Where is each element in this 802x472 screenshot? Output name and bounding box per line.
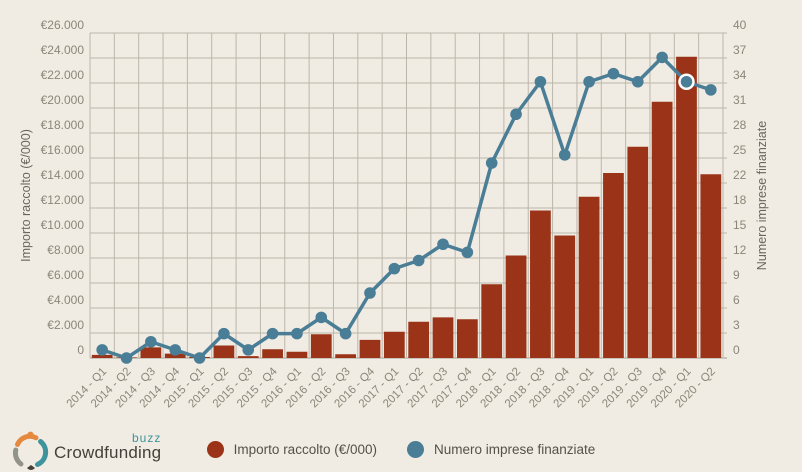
left-axis-tick-label: €26.000 bbox=[41, 18, 85, 32]
line-point[interactable] bbox=[607, 67, 620, 80]
logo-buzz-label: buzz bbox=[132, 431, 162, 445]
combo-chart: €26.000 40 €24.000 37 €22.000 34 €20.000 31 €18.… bbox=[19, 18, 769, 410]
left-axis-tick-label: €22.000 bbox=[41, 68, 85, 82]
chart-canvas: €26.000 40 €24.000 37 €22.000 34 €20.000 31 €18.… bbox=[19, 18, 769, 410]
chart-legend: Importo raccolto (€/000) Numero imprese … bbox=[0, 426, 802, 472]
left-axis-tick-label: €6.000 bbox=[47, 268, 84, 282]
right-axis-tick-label: 3 bbox=[733, 318, 740, 332]
line-point[interactable] bbox=[510, 108, 522, 121]
right-axis-tick-label: 15 bbox=[733, 218, 747, 232]
right-axis-tick-label: 18 bbox=[733, 193, 747, 207]
line-point[interactable] bbox=[631, 75, 644, 88]
line-point[interactable] bbox=[583, 75, 595, 88]
bar-2016-Q2[interactable] bbox=[310, 334, 332, 358]
bar-2018-Q4[interactable] bbox=[554, 235, 576, 359]
line-point[interactable] bbox=[437, 238, 449, 251]
legend-label-importo: Importo raccolto (€/000) bbox=[233, 441, 377, 457]
legend-item-numero[interactable]: Numero imprese finanziate bbox=[406, 440, 596, 458]
line-point[interactable] bbox=[364, 287, 376, 299]
line-series-marker-icon bbox=[406, 440, 424, 458]
bar-2019-Q4[interactable] bbox=[651, 101, 673, 358]
line-point[interactable] bbox=[558, 149, 571, 161]
line-point[interactable] bbox=[656, 51, 668, 64]
right-axis-tick-label: 9 bbox=[733, 268, 740, 282]
line-point[interactable] bbox=[388, 262, 401, 275]
line-point[interactable] bbox=[534, 75, 547, 88]
line-point[interactable] bbox=[266, 327, 279, 340]
line-point[interactable] bbox=[315, 311, 328, 324]
left-axis-tick-label: €14.000 bbox=[41, 168, 85, 182]
left-axis-tick-label: €18.000 bbox=[41, 118, 85, 132]
line-point[interactable] bbox=[169, 344, 182, 356]
line-point[interactable] bbox=[96, 344, 108, 356]
left-axis-tick-label: 0 bbox=[77, 343, 84, 357]
logo-icon bbox=[12, 431, 49, 470]
left-axis-tick-label: €16.000 bbox=[41, 143, 85, 157]
bar-2018-Q3[interactable] bbox=[530, 210, 551, 359]
line-point[interactable] bbox=[145, 335, 157, 348]
line-point[interactable] bbox=[291, 327, 303, 340]
bar-2018-Q2[interactable] bbox=[505, 255, 527, 359]
right-axis-tick-label: 6 bbox=[733, 293, 740, 307]
bar-2020-Q2[interactable] bbox=[700, 174, 722, 358]
right-axis-tick-label: 34 bbox=[733, 68, 747, 82]
line-point[interactable] bbox=[242, 344, 255, 356]
bar-series-marker-icon bbox=[206, 440, 224, 458]
footer: Crowdfunding buzz Importo raccolto (€/00… bbox=[0, 426, 802, 472]
right-axis-tick-label: 25 bbox=[733, 143, 747, 157]
right-axis-tick-label: 0 bbox=[733, 343, 740, 357]
left-axis-tick-label: €10.000 bbox=[41, 218, 85, 232]
bar-2020-Q1[interactable] bbox=[676, 56, 697, 358]
line-point[interactable] bbox=[339, 327, 352, 340]
right-axis-tick-label: 40 bbox=[733, 18, 747, 32]
bar-2015-Q4[interactable] bbox=[262, 349, 283, 358]
line-point[interactable] bbox=[705, 84, 717, 96]
legend-item-importo[interactable]: Importo raccolto (€/000) bbox=[206, 440, 377, 458]
left-axis-tick-label: €4.000 bbox=[47, 293, 84, 307]
bar-2016-Q3[interactable] bbox=[335, 354, 357, 358]
left-axis-tick-label: €12.000 bbox=[41, 193, 85, 207]
bar-2017-Q3[interactable] bbox=[432, 317, 454, 358]
line-point[interactable] bbox=[485, 157, 498, 169]
line-point-highlighted[interactable] bbox=[678, 73, 695, 90]
line-point[interactable] bbox=[218, 327, 230, 340]
right-axis-tick-label: 22 bbox=[733, 168, 747, 182]
left-axis-tick-label: €2.000 bbox=[47, 318, 84, 332]
left-axis-title: Importo raccolto (€/000) bbox=[19, 129, 33, 262]
line-point[interactable] bbox=[412, 254, 425, 267]
bar-2014-Q4[interactable] bbox=[164, 353, 186, 358]
right-axis-tick-label: 12 bbox=[733, 243, 747, 257]
bar-2017-Q1[interactable] bbox=[383, 331, 405, 358]
bar-2014-Q3[interactable] bbox=[140, 347, 162, 358]
bar-2017-Q4[interactable] bbox=[456, 319, 478, 358]
bar-2019-Q1[interactable] bbox=[578, 196, 600, 358]
right-axis-tick-label: 28 bbox=[733, 118, 747, 132]
line-point[interactable] bbox=[193, 352, 206, 364]
right-axis-tick-label: 31 bbox=[733, 93, 747, 107]
logo-wordmark: Crowdfunding bbox=[54, 443, 162, 462]
left-axis-tick-label: €20.000 bbox=[41, 93, 85, 107]
bar-2018-Q1[interactable] bbox=[481, 284, 503, 358]
left-axis-tick-label: €24.000 bbox=[41, 43, 85, 57]
left-axis-tick-label: €8.000 bbox=[47, 243, 84, 257]
right-axis-title: Numero imprese finanziate bbox=[755, 121, 769, 270]
bar-2017-Q2[interactable] bbox=[408, 321, 430, 358]
bar-2015-Q2[interactable] bbox=[213, 345, 235, 359]
bar-2016-Q1[interactable] bbox=[286, 351, 308, 358]
bar-2019-Q3[interactable] bbox=[627, 146, 649, 358]
bar-2019-Q2[interactable] bbox=[603, 173, 624, 358]
crowdfundingbuzz-logo[interactable]: Crowdfunding buzz bbox=[10, 430, 190, 472]
bar-2015-Q3[interactable] bbox=[237, 356, 259, 358]
line-point[interactable] bbox=[461, 246, 474, 259]
bar-2014-Q1[interactable] bbox=[91, 354, 113, 358]
bar-2016-Q4[interactable] bbox=[359, 339, 381, 358]
right-axis-tick-label: 37 bbox=[733, 43, 747, 57]
legend-label-numero: Numero imprese finanziate bbox=[433, 441, 596, 457]
line-point[interactable] bbox=[120, 352, 133, 364]
